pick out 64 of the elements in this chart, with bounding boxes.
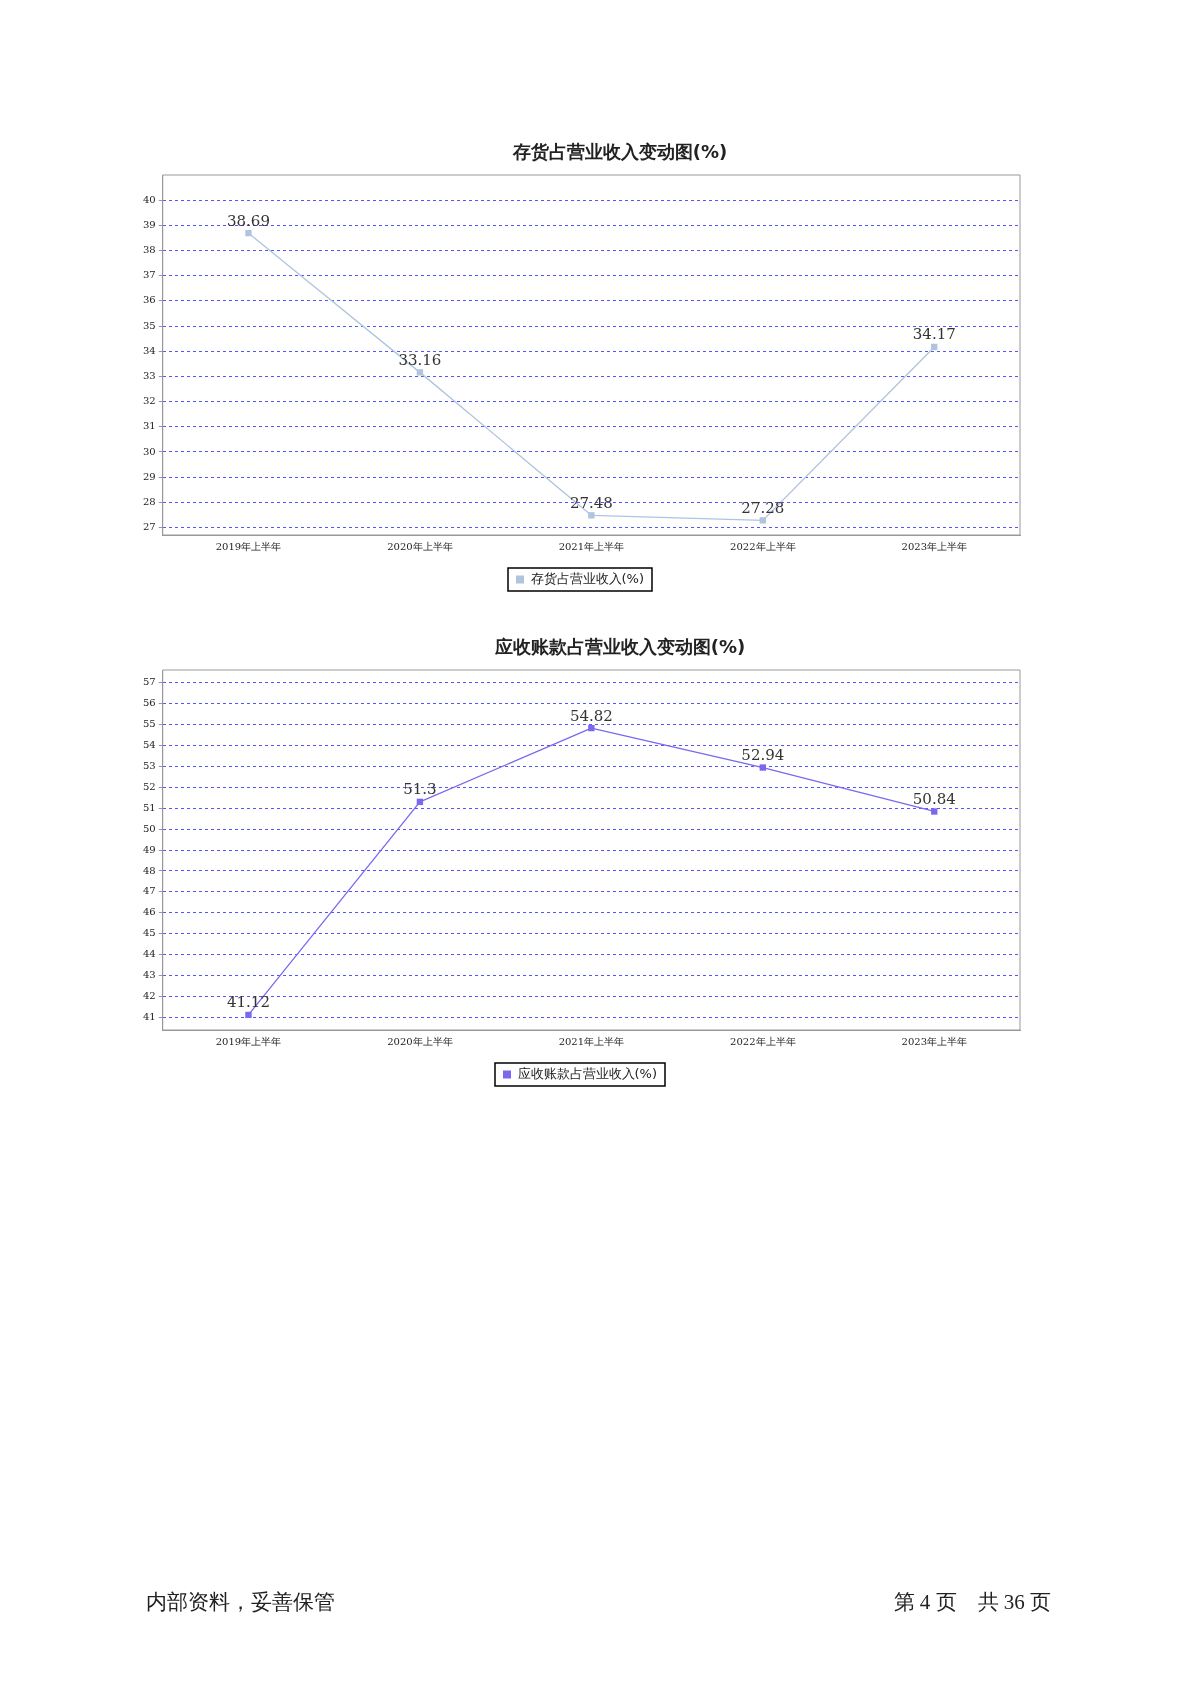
y-tick-label: 50 xyxy=(142,822,156,834)
x-tick-label: 2021年上半年 xyxy=(558,1035,625,1047)
point xyxy=(588,725,595,732)
point xyxy=(759,517,766,524)
data-label: 38.69 xyxy=(226,211,270,230)
y-tick-label: 44 xyxy=(142,948,156,960)
point xyxy=(931,808,938,815)
point xyxy=(245,229,252,237)
y-tick-label: 33 xyxy=(142,369,156,381)
x-tick-label: 2020年上半年 xyxy=(387,540,453,552)
y-tick-label: 57 xyxy=(142,676,156,688)
y-tick-label: 53 xyxy=(142,759,156,771)
chart-title: 应收账款占营业收入变动图(%) xyxy=(493,635,747,659)
x-tick-label: 2019年上半年 xyxy=(215,540,282,552)
y-tick-label: 31 xyxy=(142,420,156,432)
y-tick-label: 43 xyxy=(142,969,156,981)
text: 内部资料，妥善保管 xyxy=(146,1589,335,1616)
x-tick-label: 2023年上半年 xyxy=(901,540,967,552)
chart-title: 存货占营业收入变动图(%) xyxy=(511,140,729,164)
x-tick-label: 2020年上半年 xyxy=(387,1035,453,1047)
y-tick-label: 36 xyxy=(142,294,156,306)
x-tick-label: 2023年上半年 xyxy=(901,1035,967,1047)
data-label: 34.17 xyxy=(912,325,956,344)
point xyxy=(588,512,595,519)
y-tick-label: 42 xyxy=(142,990,156,1002)
y-tick-label: 29 xyxy=(142,470,156,482)
x-tick-label: 2022年上半年 xyxy=(730,540,796,552)
y-tick-label: 55 xyxy=(142,718,156,730)
y-tick-label: 35 xyxy=(142,319,156,331)
y-tick-label: 40 xyxy=(142,193,156,205)
y-tick-label: 45 xyxy=(142,927,156,939)
y-tick-label: 54 xyxy=(142,738,156,750)
y-tick-label: 46 xyxy=(142,906,156,918)
x-tick-label: 2019年上半年 xyxy=(215,1035,282,1047)
y-tick-label: 34 xyxy=(142,344,156,356)
data-label: 33.16 xyxy=(398,350,442,369)
point xyxy=(759,764,766,771)
data-label: 27.28 xyxy=(741,498,785,517)
point xyxy=(245,1011,252,1019)
y-tick-label: 56 xyxy=(142,697,156,709)
x-tick-label: 2021年上半年 xyxy=(558,540,625,552)
y-tick-label: 49 xyxy=(142,843,156,855)
y-tick-label: 37 xyxy=(142,269,156,281)
y-tick-label: 41 xyxy=(142,1011,156,1023)
text: 第 4 页 共 36 页 xyxy=(893,1589,1051,1616)
legend-label: 应收账款占营业收入(%) xyxy=(517,1065,657,1081)
data-label: 54.82 xyxy=(569,706,613,725)
y-tick-label: 28 xyxy=(142,495,156,507)
legend-label: 存货占营业收入(%) xyxy=(530,570,644,586)
y-tick-label: 30 xyxy=(142,445,156,457)
y-tick-label: 52 xyxy=(142,780,156,792)
data-label: 51.3 xyxy=(403,780,437,799)
data-label: 50.84 xyxy=(912,789,956,808)
data-label: 27.48 xyxy=(569,493,613,512)
data-label: 52.94 xyxy=(741,745,785,764)
y-tick-label: 32 xyxy=(142,395,156,407)
y-tick-label: 48 xyxy=(142,864,156,876)
y-tick-label: 47 xyxy=(142,885,156,897)
y-tick-label: 27 xyxy=(142,521,156,533)
y-tick-label: 38 xyxy=(142,244,156,256)
y-tick-label: 39 xyxy=(142,218,156,230)
point xyxy=(416,369,424,376)
x-tick-label: 2022年上半年 xyxy=(730,1035,796,1047)
y-tick-label: 51 xyxy=(142,801,156,813)
